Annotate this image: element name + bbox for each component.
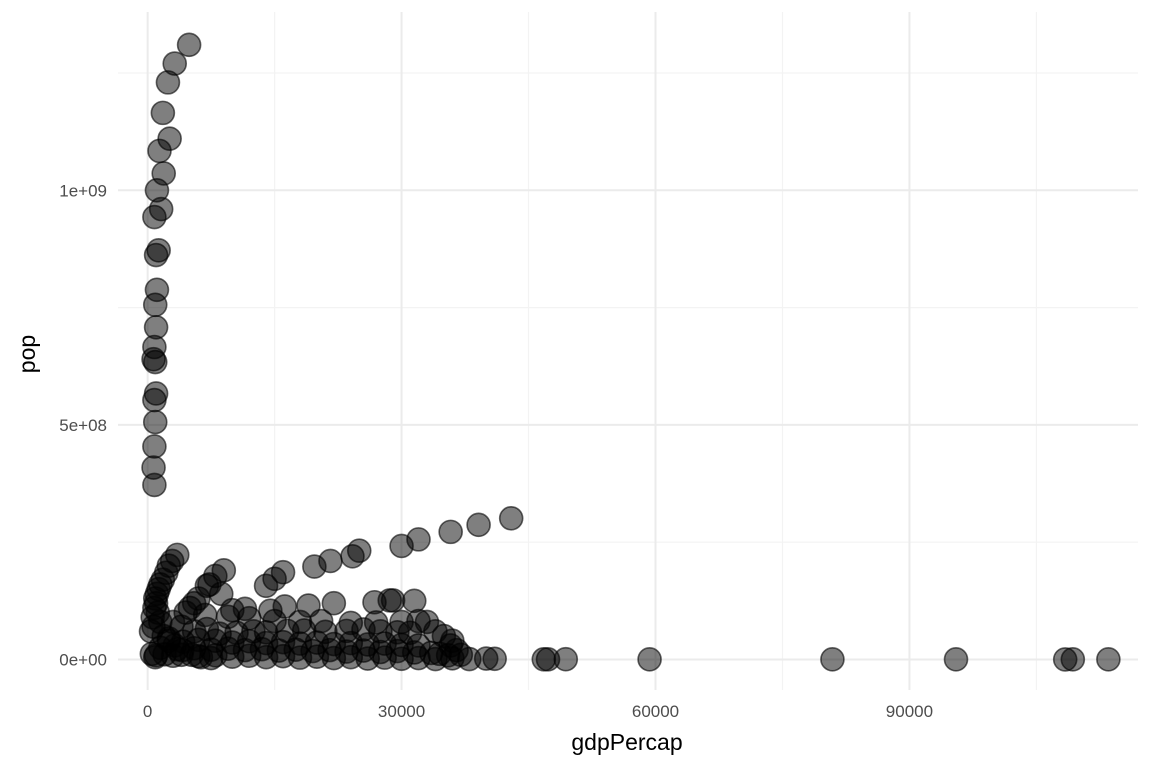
data-point <box>144 277 170 303</box>
data-point <box>498 505 524 531</box>
data-point <box>146 238 171 263</box>
data-point <box>150 100 176 126</box>
x-axis-title: gdpPercap <box>571 729 682 755</box>
x-tick-label: 30000 <box>378 702 425 721</box>
y-tick-label: 0e+00 <box>59 651 107 670</box>
grid-minor-lines <box>118 12 1138 690</box>
x-tick-label: 90000 <box>886 702 933 721</box>
data-point <box>270 559 296 585</box>
data-point <box>142 434 167 459</box>
x-axis-tick-labels: 0 30000 60000 90000 <box>143 702 933 721</box>
data-point <box>141 455 166 480</box>
y-axis-title: pop <box>14 335 40 373</box>
data-point <box>637 647 662 672</box>
data-point <box>438 519 463 545</box>
data-point <box>162 51 188 76</box>
data-points <box>138 32 1121 672</box>
data-point <box>820 647 845 672</box>
data-point <box>943 647 969 672</box>
data-point <box>380 588 406 613</box>
data-point <box>1060 647 1086 672</box>
data-point <box>401 588 427 614</box>
y-tick-label: 1e+09 <box>59 181 107 200</box>
data-point <box>176 32 202 58</box>
data-point <box>346 538 372 563</box>
data-point <box>466 512 491 538</box>
x-tick-label: 60000 <box>632 702 679 721</box>
data-point <box>151 161 177 186</box>
data-point <box>157 126 182 151</box>
y-tick-label: 5e+08 <box>59 416 107 435</box>
data-point <box>211 558 237 583</box>
data-point <box>143 315 169 340</box>
data-point <box>553 646 579 672</box>
data-point <box>143 381 169 406</box>
data-point <box>321 590 347 616</box>
data-point <box>1096 647 1121 672</box>
data-point <box>318 548 343 574</box>
y-axis-tick-labels: 0e+00 5e+08 1e+09 <box>59 181 107 669</box>
data-point <box>406 527 431 552</box>
data-point <box>142 409 168 435</box>
data-point <box>482 646 507 672</box>
x-tick-label: 0 <box>143 702 152 721</box>
